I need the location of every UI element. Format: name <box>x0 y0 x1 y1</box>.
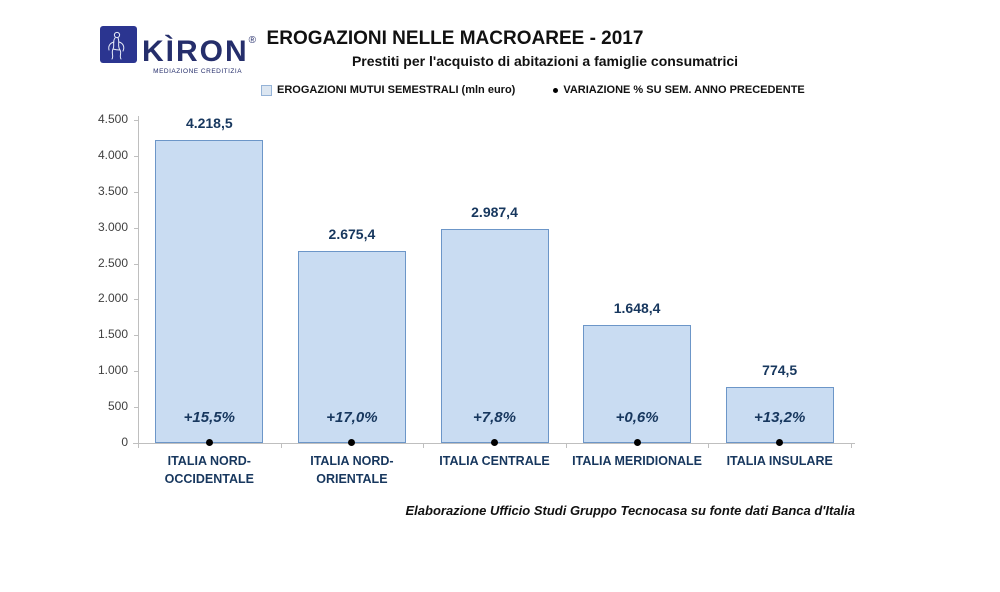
y-tick <box>134 299 138 301</box>
y-tick-label: 3.500 <box>97 183 128 198</box>
variation-label: +15,5% <box>183 409 235 426</box>
bar-value-label: 2.675,4 <box>328 225 376 242</box>
x-tick <box>423 443 425 448</box>
logo-brand-text: KÌRON® <box>142 26 256 67</box>
y-tick-label: 0 <box>121 435 128 449</box>
y-tick-label: 4.000 <box>97 147 128 162</box>
variation-dot <box>348 439 356 446</box>
bar-value-label: 774,5 <box>762 362 798 379</box>
x-tick <box>708 443 710 448</box>
y-tick-label: 500 <box>107 399 128 414</box>
category-label: ITALIA CENTRALE <box>439 454 550 468</box>
logo-text: KÌRON® MEDIAZIONE CREDITIZIA <box>142 26 256 75</box>
bar-series-swatch-icon <box>261 84 272 96</box>
category-label: ITALIA INSULARE <box>726 454 833 468</box>
x-tick <box>138 443 139 448</box>
variation-label: +13,2% <box>754 409 806 426</box>
source-note: Elaborazione Ufficio Studi Gruppo Tecnoc… <box>405 503 856 518</box>
x-tick <box>280 443 282 448</box>
variation-label: +0,6% <box>615 409 659 426</box>
bar <box>297 250 406 443</box>
logo-brand-word: KÌRON <box>142 35 249 68</box>
y-tick-label: 1.000 <box>97 363 128 378</box>
kiron-logo: KÌRON® MEDIAZIONE CREDITIZIA <box>100 26 256 75</box>
variation-dot <box>491 439 498 446</box>
y-tick <box>134 443 138 444</box>
x-tick <box>565 443 567 448</box>
y-tick <box>134 191 138 193</box>
y-tick-label: 3.000 <box>97 219 128 234</box>
legend: EROGAZIONI MUTUI SEMESTRALI (mln euro) V… <box>261 84 805 96</box>
y-tick <box>134 263 138 265</box>
y-tick-label: 1.500 <box>97 327 128 342</box>
y-tick <box>134 371 138 373</box>
y-tick <box>134 407 138 409</box>
chart-title: EROGAZIONI NELLE MACROAREE - 2017 <box>266 28 644 49</box>
y-tick-label: 2.000 <box>97 291 128 306</box>
kiron-logo-mark <box>100 26 137 63</box>
legend-item-variation: VARIAZIONE % SU SEM. ANNO PRECEDENTE <box>553 84 805 96</box>
variation-label: +7,8% <box>473 409 516 426</box>
category-label: ITALIA NORD-OCCIDENTALE <box>164 454 254 486</box>
legend-label-bars: EROGAZIONI MUTUI SEMESTRALI (mln euro) <box>277 84 516 96</box>
y-tick-label: 2.500 <box>97 255 128 270</box>
variation-label: +17,0% <box>326 409 378 426</box>
chart-subtitle: Prestiti per l'acquisto di abitazioni a … <box>351 53 739 69</box>
bar <box>155 140 264 443</box>
variation-dot <box>776 439 784 446</box>
bar-value-label: 4.218,5 <box>185 115 233 132</box>
variation-dot <box>205 439 213 446</box>
dot-series-marker-icon <box>553 87 559 93</box>
x-tick <box>851 443 852 448</box>
legend-label-variation: VARIAZIONE % SU SEM. ANNO PRECEDENTE <box>563 84 805 96</box>
variation-dot <box>633 439 641 446</box>
category-label: ITALIA MERIDIONALE <box>572 454 703 468</box>
legend-item-bars: EROGAZIONI MUTUI SEMESTRALI (mln euro) <box>261 84 515 96</box>
bar <box>583 324 692 443</box>
logo-tagline: MEDIAZIONE CREDITIZIA <box>153 68 243 75</box>
y-tick <box>134 155 138 157</box>
centaur-figure-icon <box>108 31 125 60</box>
category-label: ITALIA NORD-ORIENTALE <box>310 454 394 486</box>
y-tick <box>134 335 138 337</box>
y-tick <box>134 120 138 121</box>
y-tick-label: 4.500 <box>97 112 128 126</box>
bar <box>440 228 549 443</box>
registered-mark: ® <box>248 35 257 46</box>
bar-value-label: 2.987,4 <box>471 203 518 220</box>
y-axis-line <box>138 116 139 444</box>
bar-value-label: 1.648,4 <box>613 299 661 316</box>
y-tick <box>134 227 138 229</box>
